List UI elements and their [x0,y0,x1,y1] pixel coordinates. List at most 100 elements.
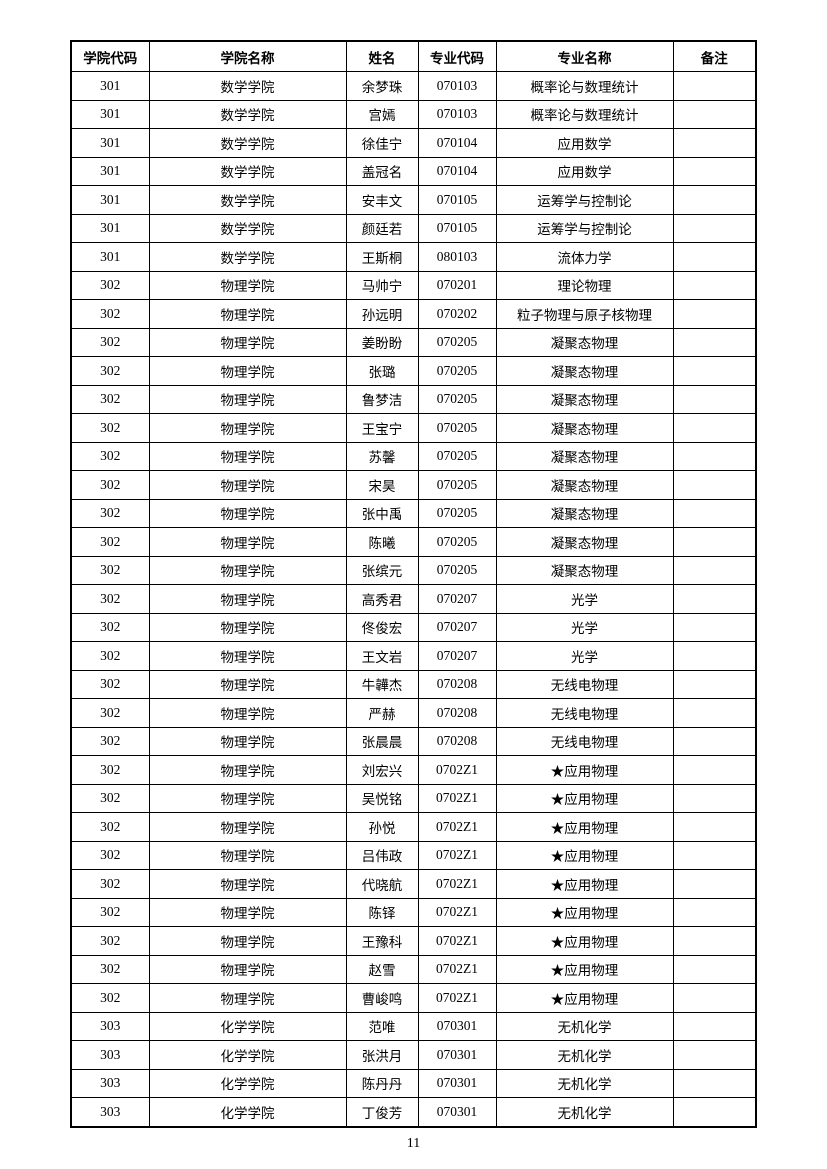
table-row: 303 化学学院 范唯 070301 无机化学 [70,1011,757,1041]
table-row: 302 物理学院 孙悦 0702Z1 ★应用物理 [70,812,757,842]
cell-student-name: 代晓航 [345,869,419,899]
cell-major-code: 0702Z1 [417,954,497,984]
cell-college-code: 302 [70,954,150,984]
cell-college-name: 化学学院 [148,1068,347,1098]
table-row: 301 数学学院 徐佳宁 070104 应用数学 [70,128,757,158]
header-remarks: 备注 [672,40,757,72]
cell-college-name: 数学学院 [148,71,347,101]
cell-college-name: 数学学院 [148,185,347,215]
table-row: 302 物理学院 孙远明 070202 粒子物理与原子核物理 [70,299,757,329]
table-row: 302 物理学院 牛韡杰 070208 无线电物理 [70,669,757,699]
cell-college-name: 物理学院 [148,470,347,500]
cell-college-code: 303 [70,1097,150,1127]
cell-major-code: 070207 [417,641,497,671]
cell-major-code: 080103 [417,242,497,272]
cell-remarks [672,327,757,357]
cell-major-name: ★应用物理 [495,812,674,842]
table-row: 302 物理学院 赵雪 0702Z1 ★应用物理 [70,954,757,984]
cell-major-name: 无机化学 [495,1097,674,1127]
table-row: 302 物理学院 苏馨 070205 凝聚态物理 [70,441,757,471]
cell-student-name: 张缤元 [345,555,419,585]
cell-remarks [672,669,757,699]
cell-college-code: 302 [70,726,150,756]
cell-major-name: 概率论与数理统计 [495,99,674,129]
cell-student-name: 刘宏兴 [345,755,419,785]
cell-student-name: 颜廷若 [345,213,419,243]
cell-major-code: 070105 [417,213,497,243]
cell-college-name: 物理学院 [148,299,347,329]
table-row: 302 物理学院 严赫 070208 无线电物理 [70,698,757,728]
cell-remarks [672,698,757,728]
cell-major-name: 凝聚态物理 [495,527,674,557]
cell-major-code: 070105 [417,185,497,215]
cell-major-code: 070103 [417,99,497,129]
cell-college-code: 302 [70,527,150,557]
cell-major-name: 凝聚态物理 [495,356,674,386]
cell-remarks [672,413,757,443]
cell-student-name: 陈曦 [345,527,419,557]
cell-student-name: 安丰文 [345,185,419,215]
cell-remarks [672,954,757,984]
cell-major-code: 070301 [417,1040,497,1070]
table-row: 302 物理学院 陈曦 070205 凝聚态物理 [70,527,757,557]
cell-college-code: 302 [70,441,150,471]
cell-major-code: 070205 [417,413,497,443]
table-row: 302 物理学院 刘宏兴 0702Z1 ★应用物理 [70,755,757,785]
cell-student-name: 姜盼盼 [345,327,419,357]
cell-student-name: 宋昊 [345,470,419,500]
cell-major-name: 无机化学 [495,1068,674,1098]
cell-major-code: 070208 [417,698,497,728]
cell-major-code: 070207 [417,612,497,642]
cell-college-code: 301 [70,99,150,129]
cell-major-code: 070205 [417,441,497,471]
cell-remarks [672,270,757,300]
cell-college-code: 302 [70,926,150,956]
cell-student-name: 牛韡杰 [345,669,419,699]
cell-student-name: 孙悦 [345,812,419,842]
table-row: 302 物理学院 张璐 070205 凝聚态物理 [70,356,757,386]
cell-college-code: 302 [70,612,150,642]
table-row: 302 物理学院 鲁梦洁 070205 凝聚态物理 [70,384,757,414]
table-row: 302 物理学院 张缤元 070205 凝聚态物理 [70,555,757,585]
table-row: 302 物理学院 张中禹 070205 凝聚态物理 [70,498,757,528]
cell-remarks [672,470,757,500]
cell-student-name: 余梦珠 [345,71,419,101]
cell-major-code: 070208 [417,669,497,699]
cell-college-name: 物理学院 [148,698,347,728]
cell-major-code: 070301 [417,1011,497,1041]
header-student-name: 姓名 [345,40,419,72]
cell-college-code: 302 [70,669,150,699]
cell-college-code: 302 [70,698,150,728]
cell-college-name: 数学学院 [148,242,347,272]
table-row: 301 数学学院 盖冠名 070104 应用数学 [70,156,757,186]
cell-major-code: 070201 [417,270,497,300]
cell-remarks [672,926,757,956]
cell-major-name: 粒子物理与原子核物理 [495,299,674,329]
header-college-code: 学院代码 [70,40,150,72]
table-row: 301 数学学院 安丰文 070105 运筹学与控制论 [70,185,757,215]
cell-college-code: 303 [70,1068,150,1098]
cell-college-name: 物理学院 [148,755,347,785]
cell-major-name: ★应用物理 [495,983,674,1013]
cell-remarks [672,983,757,1013]
cell-college-code: 302 [70,812,150,842]
cell-college-code: 302 [70,327,150,357]
cell-college-name: 数学学院 [148,128,347,158]
table-row: 303 化学学院 陈丹丹 070301 无机化学 [70,1068,757,1098]
table-row: 302 物理学院 佟俊宏 070207 光学 [70,612,757,642]
cell-student-name: 宫嫣 [345,99,419,129]
cell-major-code: 070205 [417,555,497,585]
cell-college-code: 302 [70,641,150,671]
table-row: 302 物理学院 张晨晨 070208 无线电物理 [70,726,757,756]
cell-major-code: 070104 [417,128,497,158]
cell-college-code: 302 [70,299,150,329]
table-row: 302 物理学院 姜盼盼 070205 凝聚态物理 [70,327,757,357]
cell-major-code: 070205 [417,470,497,500]
table-row: 302 物理学院 吴悦铭 0702Z1 ★应用物理 [70,783,757,813]
table-row: 303 化学学院 丁俊芳 070301 无机化学 [70,1097,757,1127]
cell-major-code: 0702Z1 [417,926,497,956]
cell-major-name: 凝聚态物理 [495,327,674,357]
cell-college-code: 302 [70,356,150,386]
cell-student-name: 张中禹 [345,498,419,528]
cell-college-code: 302 [70,555,150,585]
